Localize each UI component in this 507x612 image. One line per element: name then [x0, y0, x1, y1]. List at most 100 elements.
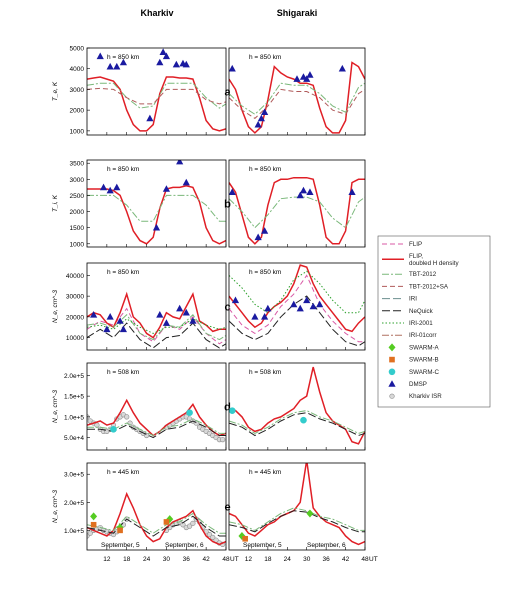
data-point-dmsp [293, 75, 301, 82]
data-point-dmsp [156, 310, 164, 318]
altitude-label: h = 445 km [107, 469, 139, 476]
panel-frame [228, 262, 366, 351]
data-point-dmsp [306, 188, 314, 196]
data-point-dmsp [156, 58, 164, 66]
x-unit-label: UT [369, 556, 378, 563]
data-point-dmsp [106, 313, 114, 320]
y-tick-label: 1000 [70, 241, 85, 248]
x-tick-label: 30 [303, 556, 311, 563]
data-point-dmsp [257, 114, 265, 122]
data-point-kharkiv-isr [206, 531, 213, 538]
data-point-dmsp [162, 185, 171, 192]
panel-letter: d [224, 402, 231, 414]
altitude-label: h = 850 km [249, 54, 281, 61]
legend-label: NeQuick [409, 308, 434, 315]
legend-label: SWARM-C [409, 369, 440, 376]
legend-label: DMSP [409, 381, 427, 388]
data-point-dmsp [251, 313, 259, 320]
y-tick-label: 2.0e+5 [64, 500, 84, 507]
plot-area [229, 463, 365, 546]
panel-frame [86, 262, 227, 351]
data-point-dmsp [306, 71, 314, 78]
data-point-dmsp [182, 60, 190, 68]
panel-d-kharkiv: 2.0e+5 1.5e+5 1.0e+5 5.0e+4 h = 508 km N_e, c… [52, 362, 231, 451]
y-axis-label: T_i, K [52, 194, 59, 212]
y-tick-label: 2.0e+5 [64, 373, 84, 380]
data-point-kharkiv-isr [186, 523, 193, 529]
data-point-dmsp [159, 48, 167, 55]
panel-frame [86, 159, 227, 248]
legend-item-flip-doubled-h-density: FLIP,doubled H density [382, 253, 459, 267]
data-point-dmsp [152, 223, 161, 231]
data-point-dmsp [290, 300, 298, 308]
y-axis-label: N_e, cm^-3 [52, 390, 59, 423]
y-tick-label: 1000 [70, 128, 85, 135]
plot-area [87, 48, 226, 132]
x-tick-label: 48 [222, 556, 230, 563]
series-line-iri-2001 [87, 318, 226, 334]
data-point-dmsp [106, 186, 114, 194]
data-point-swarm-b [163, 519, 170, 525]
legend-marker-dmsp [388, 380, 396, 387]
panel-letter: e [224, 502, 230, 514]
data-point-swarm-b [90, 521, 97, 528]
y-tick-label: 1500 [70, 225, 85, 232]
plot-area [87, 398, 226, 443]
panel-e-kharkiv: 3.0e+5 2.0e+5 1.0e+5 h = 445 km N_e, cm^-3 e [52, 462, 231, 551]
date-label: September, 6 [165, 542, 204, 549]
y-tick-label: 30000 [66, 294, 84, 301]
data-point-dmsp [261, 313, 269, 320]
legend-marker-kharkiv-isr [389, 393, 395, 399]
y-tick-label: 2000 [70, 108, 85, 115]
series-line-nequick [229, 510, 365, 533]
panel-frame [86, 47, 227, 136]
data-point-dmsp [338, 64, 346, 72]
series-line-tbt-2012-sa [229, 88, 365, 120]
data-point-dmsp [261, 227, 269, 234]
data-point-dmsp [172, 60, 180, 68]
series-line-flip-doubled-h-density [229, 176, 365, 245]
date-label: September, 5 [243, 542, 282, 549]
x-tick-label: 36 [323, 556, 331, 563]
legend-label: FLIP [409, 241, 422, 248]
legend-item-iri-2001: IRI-2001 [382, 320, 433, 327]
legend-label: TBT-2012 [409, 271, 437, 278]
data-point-dmsp [162, 319, 171, 326]
panel-c-kharkiv: 40000 30000 20000 10000 h = 850 km N_e, cm^-3… [52, 262, 231, 351]
y-axis-label: N_e, cm^-3 [52, 490, 59, 523]
legend-label: doubled H density [409, 260, 459, 267]
series-line-tbt-2012 [229, 196, 365, 229]
data-point-dmsp [254, 120, 262, 128]
data-point-swarm-a [90, 512, 98, 521]
y-tick-label: 3000 [70, 87, 85, 94]
legend-item-iri: IRI [382, 296, 417, 303]
legend-item-swarm-a: SWARM-A [388, 343, 440, 352]
x-tick-label: 36 [183, 556, 191, 563]
x-tick-label: 18 [264, 556, 272, 563]
plot-area [229, 61, 365, 134]
series-line-flip-doubled-h-density [229, 61, 365, 134]
legend-label: IRI-01corr [409, 332, 437, 339]
x-tick-label: 24 [284, 556, 292, 563]
panel-e-shigaraki: h = 445 km [228, 462, 366, 551]
altitude-label: h = 850 km [107, 269, 139, 276]
legend-item-nequick: NeQuick [382, 308, 434, 315]
data-point-dmsp [99, 183, 108, 191]
y-tick-label: 1.0e+5 [64, 528, 84, 535]
y-tick-label: 4000 [70, 66, 85, 73]
series-line-tbt-2012 [229, 507, 365, 531]
panel-a-shigaraki: h = 850 km [228, 47, 366, 136]
altitude-label: h = 850 km [249, 269, 281, 276]
series-line-tbt-2012 [87, 194, 226, 222]
y-tick-label: 2000 [70, 209, 85, 216]
x-tick-label: 24 [143, 556, 151, 563]
data-point-dmsp [162, 52, 171, 60]
data-point-dmsp [113, 62, 121, 70]
legend-label: SWARM-A [409, 344, 440, 351]
series-line-nequick [87, 515, 226, 537]
altitude-label: h = 850 km [107, 54, 139, 61]
legend-label: SWARM-B [409, 357, 439, 364]
legend-item-iri-01corr: IRI-01corr [382, 332, 437, 339]
panel-letter: a [224, 87, 231, 99]
